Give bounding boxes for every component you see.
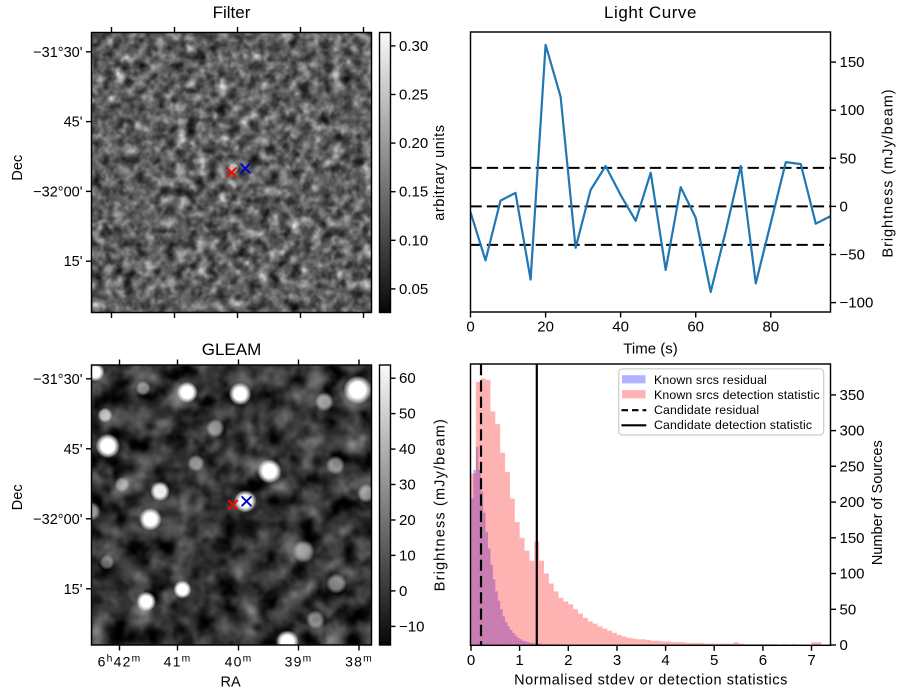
svg-text:50: 50 (840, 150, 857, 167)
svg-text:0.05: 0.05 (399, 281, 428, 298)
svg-text:20: 20 (399, 512, 416, 529)
svg-text:200: 200 (840, 494, 865, 511)
svg-text:45': 45' (64, 442, 83, 458)
svg-text:arbitrary units: arbitrary units (432, 124, 448, 220)
svg-text:Brightness (mJy/beam): Brightness (mJy/beam) (433, 418, 449, 591)
svg-text:Dec: Dec (10, 155, 26, 181)
svg-text:40: 40 (612, 319, 629, 336)
svg-text:15': 15' (64, 582, 83, 598)
svg-text:80: 80 (762, 319, 779, 336)
svg-text:Candidate residual: Candidate residual (654, 403, 759, 417)
svg-text:30: 30 (399, 477, 416, 494)
svg-text:0: 0 (840, 198, 848, 215)
svg-text:0.25: 0.25 (399, 87, 428, 104)
svg-text:−10: −10 (399, 618, 424, 635)
svg-text:100: 100 (840, 566, 865, 583)
svg-text:10: 10 (399, 547, 416, 564)
svg-text:0: 0 (466, 319, 474, 336)
svg-text:5: 5 (710, 652, 718, 669)
svg-text:3: 3 (613, 652, 621, 669)
svg-text:20: 20 (537, 319, 554, 336)
svg-text:Known srcs detection statistic: Known srcs detection statistic (654, 388, 820, 402)
svg-text:0.10: 0.10 (399, 232, 428, 249)
svg-text:50: 50 (399, 406, 416, 423)
svg-text:−32°00': −32°00' (33, 184, 83, 200)
svg-text:0: 0 (467, 652, 475, 669)
svg-text:2: 2 (564, 652, 572, 669)
svg-text:100: 100 (840, 102, 865, 119)
svg-text:−50: −50 (840, 247, 865, 264)
svg-text:Number of Sources: Number of Sources (870, 440, 886, 565)
svg-text:60: 60 (399, 370, 416, 387)
svg-text:−31°30': −31°30' (33, 45, 83, 61)
svg-text:−31°30': −31°30' (33, 372, 83, 388)
svg-text:GLEAM: GLEAM (202, 340, 262, 359)
svg-text:15': 15' (64, 254, 83, 270)
svg-text:Brightness (mJy/beam): Brightness (mJy/beam) (880, 88, 896, 257)
svg-text:150: 150 (840, 530, 865, 547)
svg-text:Time (s): Time (s) (623, 341, 677, 358)
svg-text:0: 0 (399, 583, 407, 600)
svg-text:Normalised stdev or detection: Normalised stdev or detection statistics (514, 673, 788, 689)
svg-text:RA: RA (221, 675, 241, 691)
svg-text:0.20: 0.20 (399, 135, 428, 152)
svg-text:50: 50 (840, 601, 857, 618)
svg-text:6: 6 (759, 652, 767, 669)
svg-text:−32°00': −32°00' (33, 512, 83, 528)
svg-text:300: 300 (840, 423, 865, 440)
svg-text:250: 250 (840, 458, 865, 475)
svg-text:4: 4 (661, 652, 669, 669)
svg-text:40: 40 (399, 441, 416, 458)
svg-text:7: 7 (807, 652, 815, 669)
svg-text:150: 150 (840, 54, 865, 71)
svg-text:0: 0 (840, 637, 848, 654)
svg-text:Known srcs residual: Known srcs residual (654, 373, 767, 387)
svg-text:60: 60 (687, 319, 704, 336)
svg-text:Filter: Filter (213, 3, 251, 22)
svg-text:Light Curve: Light Curve (604, 3, 697, 22)
svg-text:Candidate detection statistic: Candidate detection statistic (654, 418, 812, 432)
svg-text:45': 45' (64, 115, 83, 131)
svg-text:0.15: 0.15 (399, 184, 428, 201)
svg-text:−100: −100 (840, 295, 874, 312)
svg-text:1: 1 (515, 652, 523, 669)
svg-text:Dec: Dec (10, 484, 26, 510)
svg-text:0.30: 0.30 (399, 38, 428, 55)
svg-text:350: 350 (840, 387, 865, 404)
